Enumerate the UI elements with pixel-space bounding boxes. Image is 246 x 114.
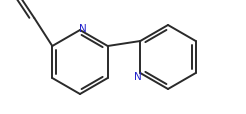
Text: N: N bbox=[79, 24, 87, 34]
Text: N: N bbox=[134, 71, 142, 81]
